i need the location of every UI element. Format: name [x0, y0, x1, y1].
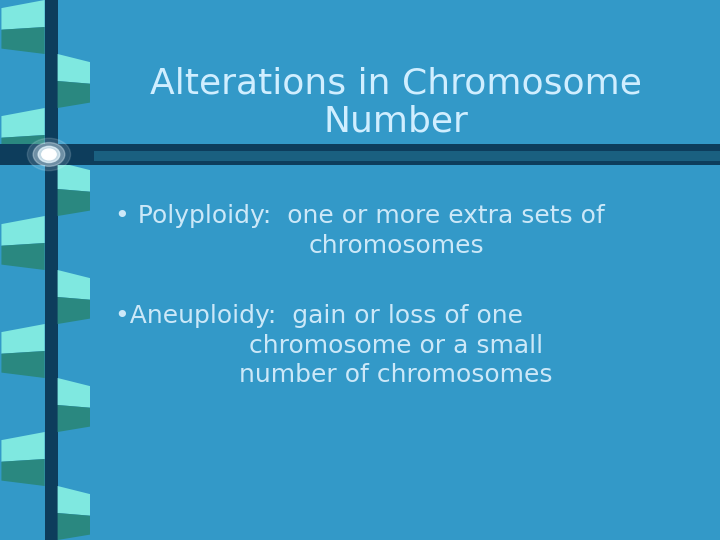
- Polygon shape: [1, 27, 45, 54]
- Text: • Polyploidy:  one or more extra sets of: • Polyploidy: one or more extra sets of: [115, 204, 605, 228]
- Polygon shape: [58, 486, 90, 516]
- Polygon shape: [1, 108, 45, 138]
- Text: number of chromosomes: number of chromosomes: [239, 363, 553, 387]
- Bar: [0, 144, 720, 165]
- Polygon shape: [58, 54, 90, 84]
- Polygon shape: [58, 378, 90, 408]
- Bar: [45, 0, 58, 540]
- Circle shape: [27, 138, 71, 171]
- Polygon shape: [1, 351, 45, 378]
- Text: Number: Number: [323, 105, 469, 138]
- Polygon shape: [58, 297, 90, 324]
- Circle shape: [38, 146, 60, 163]
- Polygon shape: [58, 189, 90, 216]
- Polygon shape: [1, 0, 45, 30]
- Circle shape: [42, 149, 56, 160]
- Polygon shape: [58, 405, 90, 432]
- Bar: [94, 151, 720, 160]
- Polygon shape: [58, 162, 90, 192]
- Text: chromosome or a small: chromosome or a small: [249, 334, 543, 357]
- Polygon shape: [58, 270, 90, 300]
- Polygon shape: [1, 216, 45, 246]
- Polygon shape: [58, 513, 90, 540]
- Text: Alterations in Chromosome: Alterations in Chromosome: [150, 67, 642, 100]
- Polygon shape: [1, 432, 45, 462]
- Polygon shape: [1, 135, 45, 162]
- Polygon shape: [1, 459, 45, 486]
- Circle shape: [33, 143, 65, 166]
- Text: •Aneuploidy:  gain or loss of one: •Aneuploidy: gain or loss of one: [115, 304, 523, 328]
- Polygon shape: [58, 81, 90, 108]
- Polygon shape: [1, 324, 45, 354]
- Polygon shape: [1, 243, 45, 270]
- Text: chromosomes: chromosomes: [308, 234, 484, 258]
